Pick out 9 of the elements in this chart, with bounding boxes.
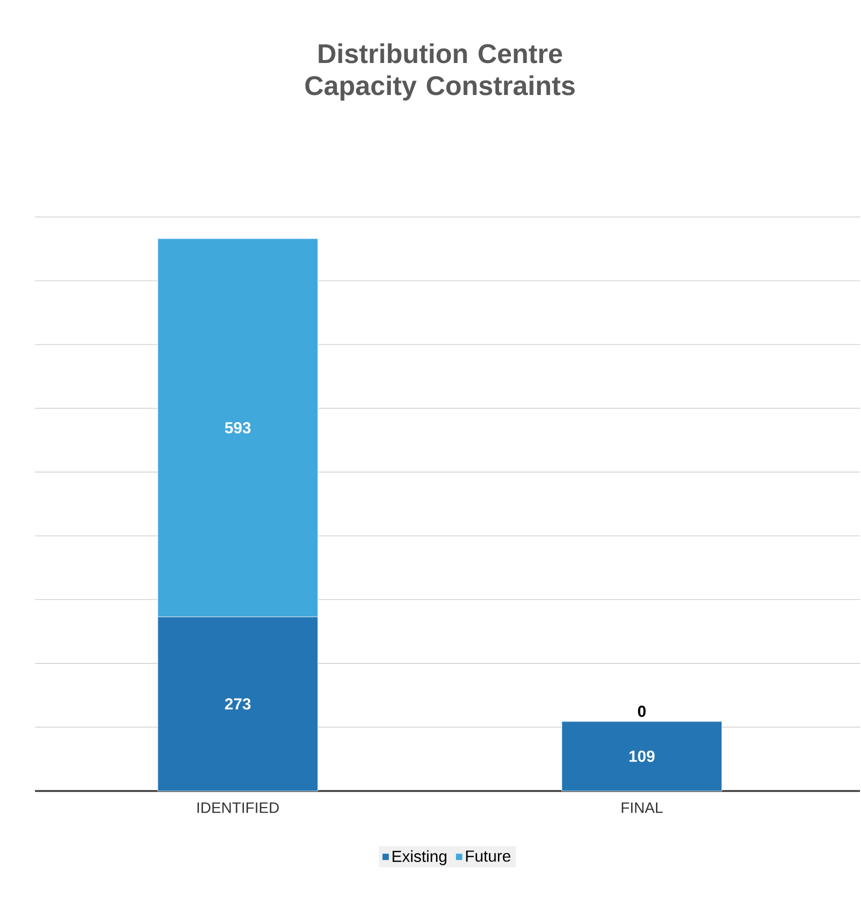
x-tick-label: FINAL — [622, 802, 663, 813]
data-label: 593 — [224, 422, 251, 434]
data-label: 273 — [225, 698, 251, 710]
chart-title: Distribution Centre Capacity Constraints — [305, 43, 575, 101]
legend-label: Future — [466, 850, 510, 862]
data-label: 109 — [629, 750, 655, 762]
data-label: 0 — [638, 706, 646, 717]
legend-label: Existing — [392, 850, 446, 866]
x-tick-label: IDENTIFIED — [198, 802, 279, 813]
